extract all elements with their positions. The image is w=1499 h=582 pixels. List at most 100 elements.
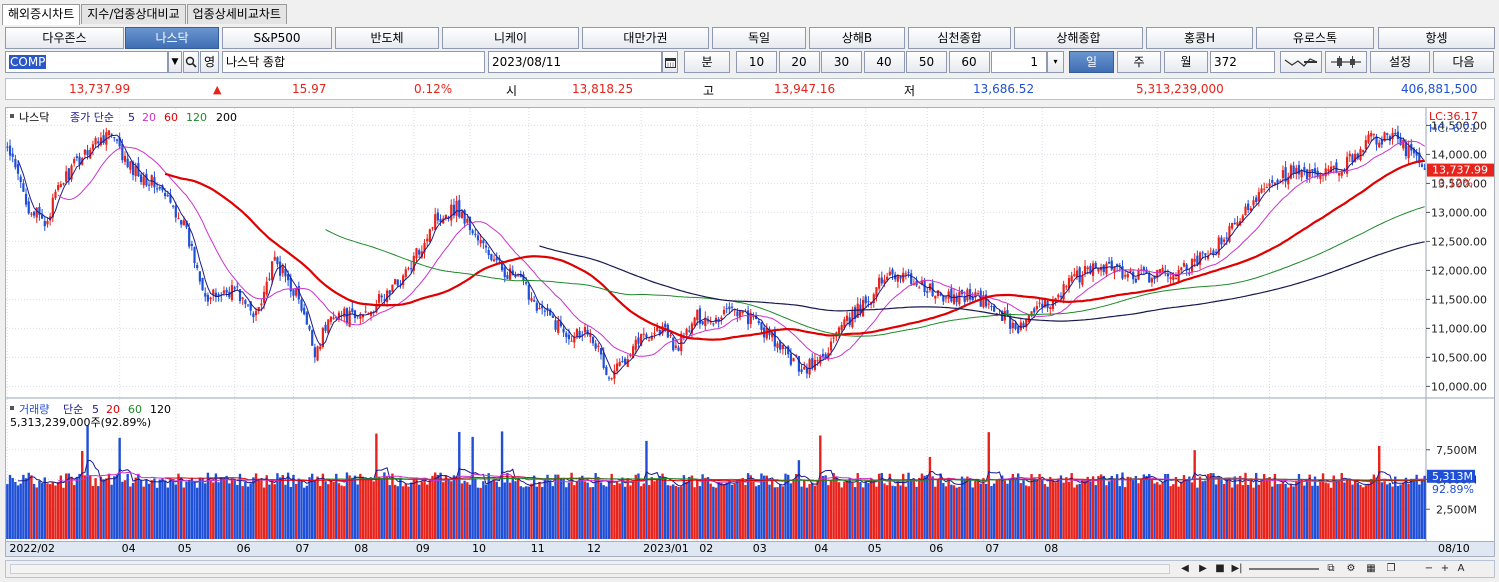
indicator-button[interactable] bbox=[1325, 51, 1367, 73]
scroll-track[interactable] bbox=[10, 564, 1170, 574]
interval-button-50[interactable]: 50 bbox=[906, 51, 947, 73]
last-volume-pct: 92.89% bbox=[1432, 483, 1474, 496]
tab-overseas-chart[interactable]: 해외증시차트 bbox=[2, 4, 81, 25]
period-button-1[interactable]: 주 bbox=[1117, 51, 1161, 73]
volume-bar-530 bbox=[1423, 475, 1426, 539]
candle-body-372 bbox=[1001, 311, 1004, 321]
copy-icon[interactable]: ⧉ bbox=[1327, 563, 1335, 574]
candle-body-74 bbox=[204, 293, 207, 297]
font-size-button[interactable]: A bbox=[1457, 563, 1465, 574]
candle-body-311 bbox=[837, 327, 841, 335]
market-button-10[interactable]: 홍콩H bbox=[1146, 27, 1253, 49]
volume-bar-229 bbox=[618, 483, 621, 539]
market-button-1[interactable]: 나스닥 bbox=[125, 27, 219, 49]
low-value: 13,686.52 bbox=[973, 82, 1035, 96]
market-button-11[interactable]: 유로스톡 bbox=[1256, 27, 1374, 49]
candle-body-61 bbox=[169, 194, 172, 203]
market-button-12[interactable]: 항셍 bbox=[1378, 27, 1495, 49]
candle-body-412 bbox=[1108, 261, 1111, 264]
volume-bar-517 bbox=[1388, 482, 1392, 539]
period-button-2[interactable]: 월 bbox=[1164, 51, 1208, 73]
volume-bar-246 bbox=[663, 477, 667, 539]
market-button-4[interactable]: 니케이 bbox=[442, 27, 579, 49]
candle-body-392 bbox=[1054, 298, 1057, 301]
volume-bar-104 bbox=[284, 484, 287, 539]
scroll-left-button[interactable]: ◀ bbox=[1181, 563, 1189, 574]
zoom-in-button[interactable]: + bbox=[1440, 563, 1450, 574]
volume-bar-523 bbox=[1404, 477, 1408, 539]
interval-button-40[interactable]: 40 bbox=[863, 51, 905, 73]
volume-bar-500 bbox=[1343, 482, 1346, 539]
volume-bar-488 bbox=[1311, 485, 1314, 539]
volume-bar-233 bbox=[629, 485, 632, 539]
chart-svg[interactable]: 10,000.00 10,500.00 11,000.00 11,500.00 12,0… bbox=[6, 108, 1494, 541]
volume-bar-87 bbox=[238, 473, 242, 539]
calendar-button[interactable] bbox=[662, 51, 678, 73]
volume-bar-18 bbox=[54, 485, 57, 539]
candle-body-488 bbox=[1311, 169, 1314, 172]
candle-body-152 bbox=[412, 255, 415, 271]
interval-button-20[interactable]: 20 bbox=[778, 51, 820, 73]
candle-body-268 bbox=[722, 309, 726, 315]
volume-bar-26 bbox=[75, 477, 79, 539]
minute-button[interactable]: 분 bbox=[684, 51, 730, 73]
bar-count-input[interactable]: 372 bbox=[1210, 51, 1275, 73]
volume-ma-120 bbox=[325, 477, 1425, 482]
volume-bar-450 bbox=[1209, 473, 1212, 539]
market-button-3[interactable]: 반도체 bbox=[335, 27, 439, 49]
candle-body-104 bbox=[284, 269, 287, 277]
volume-bar-20 bbox=[59, 475, 63, 539]
date-field[interactable]: 2023/08/11 bbox=[488, 51, 662, 73]
volume-bar-508 bbox=[1364, 485, 1368, 539]
volume-bar-368 bbox=[990, 486, 993, 539]
next-button[interactable]: 다음 bbox=[1433, 51, 1494, 73]
volume-bar-377 bbox=[1014, 478, 1017, 539]
candle-body-97 bbox=[265, 281, 268, 295]
play-end-button[interactable]: ▶| bbox=[1231, 563, 1243, 574]
gear-icon[interactable]: ⚙ bbox=[1346, 563, 1356, 574]
search-button[interactable] bbox=[183, 51, 199, 73]
volume-bar-465 bbox=[1249, 478, 1253, 539]
zoom-slider[interactable] bbox=[1249, 568, 1319, 570]
chart-scrollbar[interactable]: ◀ ▶ ■ ▶| ⧉ ⚙ ▦ ❐ − + A bbox=[5, 560, 1495, 578]
settings-button[interactable]: 설정 bbox=[1370, 51, 1430, 73]
candle-body-182 bbox=[492, 259, 496, 262]
zoom-out-button[interactable]: − bbox=[1424, 563, 1434, 574]
interval-button-30[interactable]: 30 bbox=[821, 51, 862, 73]
candle-body-9 bbox=[30, 213, 33, 215]
market-button-5[interactable]: 대만가권 bbox=[582, 27, 709, 49]
price-legend: 나스닥 종가 단순 5 20 60 120 200 bbox=[10, 111, 237, 124]
volume-bar-494 bbox=[1327, 483, 1330, 539]
period-button-0[interactable]: 일 bbox=[1069, 51, 1114, 73]
tab-index-compare[interactable]: 지수/업종상대비교 bbox=[81, 4, 186, 24]
candle-body-98 bbox=[268, 278, 271, 280]
candle-body-487 bbox=[1308, 169, 1311, 177]
grid-icon[interactable]: ▦ bbox=[1366, 563, 1376, 574]
candle-body-314 bbox=[845, 315, 849, 321]
market-button-9[interactable]: 상해종합 bbox=[1014, 27, 1143, 49]
market-button-6[interactable]: 독일 bbox=[712, 27, 806, 49]
candle-body-120 bbox=[327, 319, 330, 334]
interval-input[interactable]: 1 bbox=[991, 51, 1047, 73]
candle-body-242 bbox=[653, 333, 656, 335]
market-button-0[interactable]: 다우존스 bbox=[5, 27, 124, 49]
candle-body-271 bbox=[730, 306, 734, 308]
code-input[interactable]: COMP bbox=[5, 51, 168, 73]
volume-bar-328 bbox=[883, 483, 886, 539]
chart-panel[interactable]: 10,000.00 10,500.00 11,000.00 11,500.00 12,0… bbox=[5, 107, 1495, 542]
window-icon[interactable]: ❐ bbox=[1386, 563, 1396, 574]
interval-button-60[interactable]: 60 bbox=[948, 51, 990, 73]
market-button-7[interactable]: 상해B bbox=[809, 27, 905, 49]
lang-toggle-button[interactable]: 영 bbox=[200, 51, 219, 73]
candle-body-161 bbox=[436, 212, 439, 221]
interval-stepper[interactable]: ▾ bbox=[1047, 51, 1064, 73]
scroll-right-button[interactable]: ▶ bbox=[1199, 563, 1207, 574]
chart-type-button[interactable] bbox=[1280, 51, 1322, 73]
code-dropdown-button[interactable]: ▼ bbox=[168, 51, 182, 73]
tab-sector-compare[interactable]: 업종상세비교차트 bbox=[186, 4, 287, 24]
candle-body-353 bbox=[950, 288, 953, 302]
market-button-8[interactable]: 심천종합 bbox=[908, 27, 1011, 49]
interval-button-10[interactable]: 10 bbox=[736, 51, 777, 73]
stop-button[interactable]: ■ bbox=[1215, 563, 1225, 574]
market-button-2[interactable]: S&P500 bbox=[222, 27, 332, 49]
